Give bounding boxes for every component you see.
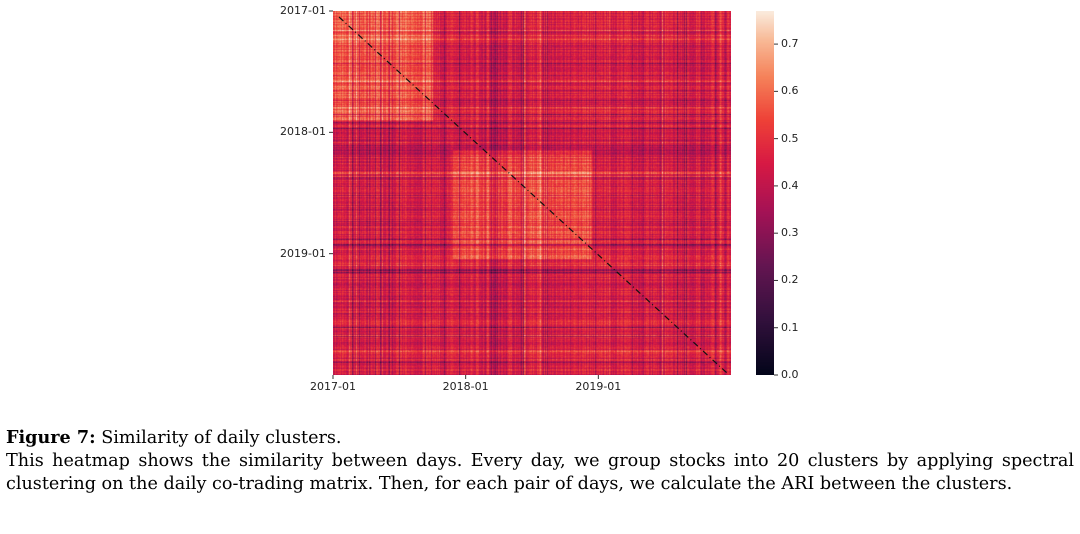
colorbar-tick-label: 0.6	[781, 84, 799, 98]
heatmap-figure: 2017-01 2018-01 2019-01 2017-01 2018-01 2019-…	[280, 4, 799, 393]
heatmap-overlay	[329, 10, 778, 379]
colorbar-tick-label: 0.5	[781, 131, 799, 145]
x-tick-label: 2019-01	[575, 380, 622, 393]
y-tick-label: 2017-01	[280, 4, 326, 17]
colorbar-tick-label: 0.1	[781, 320, 799, 334]
caption-label: Figure 7:	[6, 427, 96, 448]
caption-title: Similarity of daily clusters.	[101, 428, 342, 448]
colorbar-tick-label: 0.0	[781, 368, 799, 381]
caption-body: This heatmap shows the similarity betwee…	[6, 451, 1074, 494]
colorbar-tick-label: 0.3	[781, 226, 799, 240]
colorbar	[756, 11, 774, 375]
x-tick-label: 2018-01	[442, 380, 489, 393]
figure-caption: Figure 7: Similarity of daily clusters. …	[6, 426, 1074, 496]
colorbar-tick-label: 0.7	[781, 37, 799, 51]
diagonal-line	[338, 16, 728, 374]
y-tick-label: 2018-01	[280, 125, 326, 139]
caption-title-row: Figure 7: Similarity of daily clusters.	[6, 426, 1074, 450]
colorbar-tick-label: 0.2	[781, 273, 799, 287]
colorbar-tick-label: 0.4	[781, 178, 799, 192]
y-tick-label: 2019-01	[280, 246, 326, 260]
x-tick-label: 2017-01	[310, 380, 356, 393]
